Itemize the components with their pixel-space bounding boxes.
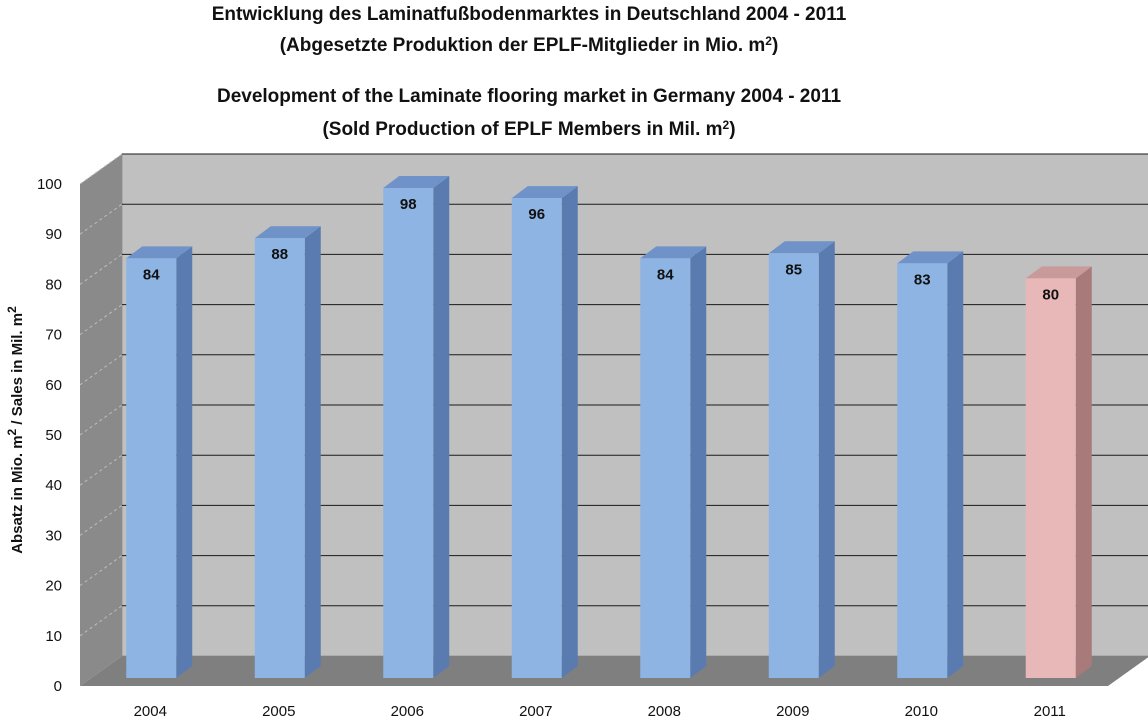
- bar-top: [897, 251, 964, 264]
- bar-top: [254, 226, 321, 239]
- side-gridline: [79, 354, 123, 386]
- bar: [1025, 278, 1076, 678]
- side-gridline: [79, 555, 123, 587]
- x-tick-labels: 2004 2005 2006 2007 2008 2009 2010 2011: [134, 703, 1066, 720]
- chart-title-de: Entwicklung des Laminatfußbodenmarktes i…: [211, 4, 847, 25]
- side-gridline: [79, 203, 123, 235]
- x-tick-label: 2005: [262, 703, 295, 720]
- floor: [80, 656, 1148, 686]
- bar-2008: 84: [640, 246, 707, 678]
- x-tick-label: 2008: [648, 703, 681, 720]
- chart-subtitle-en: (Sold Production of EPLF Members in Mil.…: [322, 118, 736, 140]
- bar: [897, 263, 948, 678]
- bar-side: [433, 176, 450, 679]
- y-tick-labels: 0 10 20 30 40 50 60 70 80 90 100: [37, 176, 62, 695]
- bar: [511, 198, 562, 678]
- bar-side: [947, 251, 964, 678]
- chart-subtitle-de: (Abgesetzte Produktion der EPLF-Mitglied…: [279, 34, 779, 56]
- bar-top: [640, 246, 707, 259]
- bar-data-label: 84: [143, 266, 160, 283]
- bar-side: [818, 241, 835, 679]
- bar-2004: 84: [126, 246, 193, 678]
- bar-top: [383, 176, 450, 189]
- y-tick-label: 10: [45, 628, 62, 645]
- y-tick-label: 70: [45, 327, 62, 344]
- x-tick-label: 2009: [776, 703, 809, 720]
- side-gridline: [79, 153, 123, 185]
- y-tick-label: 90: [45, 226, 62, 243]
- x-tick-label: 2007: [519, 703, 552, 720]
- bar-data-label: 96: [528, 206, 545, 223]
- bar-side: [176, 246, 193, 678]
- bar: [383, 188, 434, 679]
- side-gridline: [79, 304, 123, 336]
- bar-2011: 80: [1025, 266, 1092, 678]
- side-gridline: [79, 454, 123, 486]
- bar: [640, 258, 691, 678]
- bar-top: [511, 186, 578, 199]
- bar: [768, 253, 819, 679]
- y-tick-label: 50: [45, 427, 62, 444]
- side-gridline: [79, 605, 123, 637]
- bar-top: [1025, 266, 1092, 279]
- bar-2009: 85: [768, 241, 835, 679]
- bar: [254, 238, 305, 679]
- bar-data-label: 88: [271, 246, 288, 263]
- bar-side: [1075, 266, 1092, 678]
- bar-top: [126, 246, 193, 259]
- bar-top: [768, 241, 835, 254]
- x-tick-label: 2004: [134, 703, 167, 720]
- side-gridline: [79, 253, 123, 285]
- y-tick-label: 0: [54, 678, 62, 695]
- y-tick-label: 100: [37, 176, 62, 193]
- bar-data-label: 98: [400, 196, 417, 213]
- bar-data-label: 84: [657, 266, 674, 283]
- bar-2010: 83: [897, 251, 964, 678]
- side-gridline: [79, 404, 123, 436]
- y-tick-label: 80: [45, 276, 62, 293]
- y-tick-label: 40: [45, 477, 62, 494]
- y-axis-label: Absatz in Mio. m2 / Sales in Mil. m2: [5, 306, 26, 554]
- bar-side: [304, 226, 321, 679]
- bar-data-label: 80: [1042, 286, 1059, 303]
- side-gridline: [79, 504, 123, 536]
- y-tick-label: 20: [45, 578, 62, 595]
- bar-side: [561, 186, 578, 678]
- bar: [126, 258, 177, 678]
- bar-data-label: 83: [914, 271, 931, 288]
- bar-2007: 96: [511, 186, 578, 678]
- bar-side: [690, 246, 707, 678]
- bars: 84 88 98 96 84 85 83 80: [126, 176, 1092, 679]
- bar-2006: 98: [383, 176, 450, 679]
- x-tick-label: 2011: [1034, 703, 1066, 720]
- y-tick-label: 60: [45, 377, 62, 394]
- x-tick-label: 2010: [905, 703, 938, 720]
- y-tick-label: 30: [45, 527, 62, 544]
- x-tick-label: 2006: [391, 703, 424, 720]
- bar-2005: 88: [254, 226, 321, 679]
- chart-title-en: Development of the Laminate flooring mar…: [216, 86, 842, 107]
- bar-data-label: 85: [785, 261, 802, 278]
